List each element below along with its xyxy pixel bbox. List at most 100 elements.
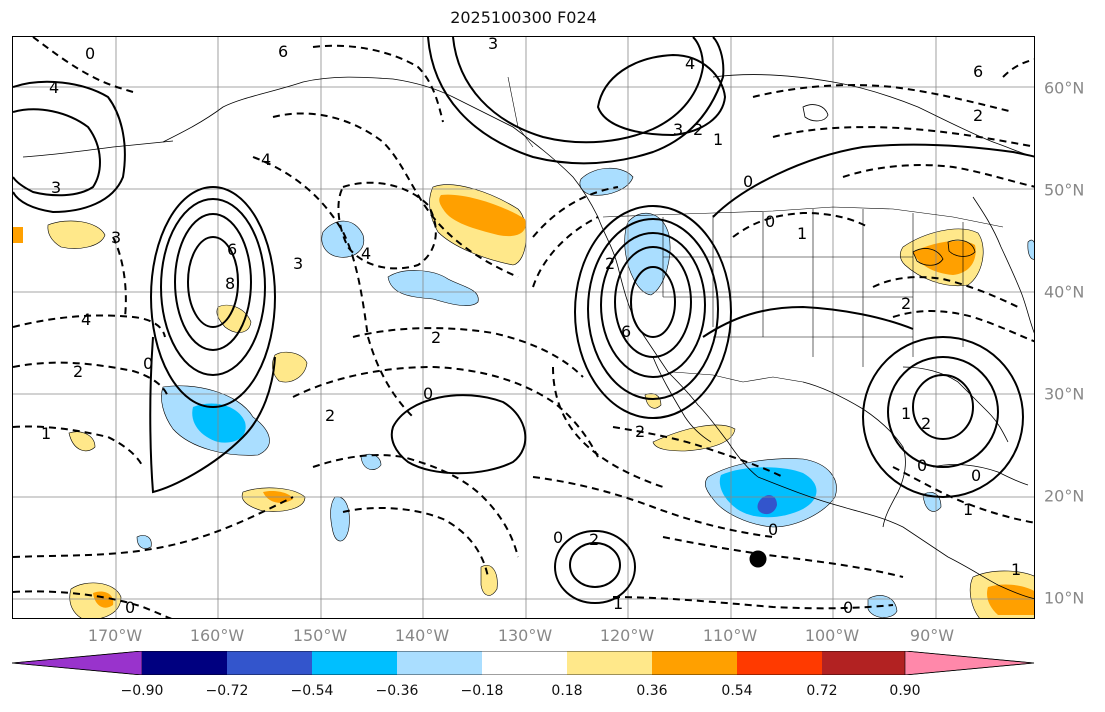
- dcontour-5: [13, 590, 172, 618]
- coast-cuba: [932, 464, 1029, 486]
- contour-label-2-g: 2: [635, 422, 645, 441]
- dcontour-12: [312, 454, 519, 558]
- lon-label-140w: 140°W: [394, 626, 450, 645]
- shade-yellow-small-1: [480, 565, 498, 596]
- shade-blue-nepac-1: [321, 220, 365, 258]
- contour-low-west-4: [587, 218, 719, 400]
- contour-north-3: [596, 53, 727, 137]
- shade-orange-gulf-alaska: [439, 194, 526, 237]
- lon-label-110w: 110°W: [702, 626, 758, 645]
- contour-low-west-1: [630, 266, 676, 338]
- colorbar-segment-6: [567, 651, 652, 675]
- colorbar-tick-label: 0.90: [889, 683, 921, 699]
- contour-label-4-b: 4: [685, 54, 695, 73]
- dcontour-13: [342, 506, 489, 578]
- contour-label-2-b: 2: [973, 106, 983, 125]
- colorbar-tick-label: 0.72: [806, 683, 838, 699]
- colorbar-tick-label: −0.18: [460, 683, 504, 699]
- colorbar-segment-4: [397, 651, 482, 675]
- colorbar-segment-5: [482, 651, 567, 675]
- contour-label-0-k: 0: [971, 466, 981, 485]
- lat-label-30n: 30°N: [1044, 384, 1085, 404]
- contour-label-0-g: 0: [768, 520, 778, 539]
- colorbar-segment-7: [652, 651, 737, 675]
- colorbar-tick-label: −0.54: [290, 683, 334, 699]
- shade-yellow-mex: [652, 424, 736, 452]
- coastlines: [22, 74, 1034, 599]
- contour-label-3-c: 3: [293, 254, 303, 273]
- shade-orange-great-lakes: [913, 241, 976, 275]
- shade-orange-sw-carib: [987, 584, 1034, 615]
- dcontour-30: [112, 236, 127, 318]
- contour-southeast-2: [887, 356, 999, 468]
- border-us-mexico: [672, 371, 804, 383]
- dcontour-28: [1002, 58, 1034, 78]
- border-states-1: [662, 209, 964, 367]
- colorbar-tick-label: −0.36: [375, 683, 419, 699]
- contour-south-2: [554, 530, 636, 604]
- contour-north-1: [427, 37, 725, 165]
- contour-label-0-i: 0: [125, 598, 135, 617]
- contour-label-6-a: 6: [278, 42, 288, 61]
- lon-label-160w: 160°W: [189, 626, 245, 645]
- contour-label-1-c: 1: [901, 404, 911, 423]
- colorbar-tick-label: −0.72: [205, 683, 249, 699]
- contour-southeast-3: [862, 336, 1024, 498]
- dcontour-11: [292, 365, 599, 458]
- shade-blue-small-6: [1027, 239, 1034, 260]
- contour-label-2-f: 2: [605, 254, 615, 273]
- colorbar-segment-10: [904, 651, 1035, 675]
- shade-dark-blue-mex: [757, 495, 777, 515]
- shade-blue-nepac-2: [387, 270, 479, 307]
- dcontour-14: [532, 186, 619, 238]
- dcontour-4: [13, 496, 294, 558]
- solid-contours: [13, 37, 1034, 604]
- contour-label-1-d: 1: [963, 500, 973, 519]
- contour-label-2-i: 2: [921, 414, 931, 433]
- coast-lakes: [912, 239, 976, 266]
- dcontour-26: [892, 310, 1034, 343]
- contour-label-0-b: 0: [743, 172, 753, 191]
- contour-high-central-5: [149, 336, 276, 494]
- contour-label-3-e: 3: [51, 178, 61, 197]
- contour-label-2-d: 2: [431, 328, 441, 347]
- colorbar-tick-label: −0.90: [120, 683, 164, 699]
- contour-label-4-a: 4: [49, 78, 59, 97]
- colorbar-segment-1: [142, 651, 227, 675]
- lon-label-90w: 90°W: [909, 626, 955, 645]
- shade-blue-small-1: [330, 496, 350, 542]
- contour-label-2-j: 2: [901, 294, 911, 313]
- colorbar-segment-0: [12, 651, 143, 675]
- contour-mid-loop: [390, 394, 527, 475]
- coast-canada-north: [712, 74, 1034, 157]
- lat-label-10n: 10°N: [1044, 588, 1085, 608]
- colorbar-segment-9: [822, 651, 905, 675]
- contour-label-1-e: 1: [1011, 560, 1021, 579]
- contour-high-central-3: [160, 198, 266, 376]
- contour-label-1-b: 1: [41, 424, 51, 443]
- colorbar: [12, 651, 1035, 675]
- contour-label-3-a: 3: [488, 37, 498, 53]
- shaded-anomaly-regions: [13, 167, 1034, 618]
- lon-label-150w: 150°W: [292, 626, 348, 645]
- dcontour-20: [662, 536, 904, 578]
- coast-gulf: [802, 381, 906, 528]
- contour-southeast-1: [912, 374, 974, 440]
- dcontour-22: [772, 126, 1034, 148]
- contour-label-6-c: 6: [227, 240, 237, 259]
- contour-nw-2: [13, 108, 101, 197]
- contour-label-0-h: 0: [843, 598, 853, 617]
- contour-label-2-h: 2: [589, 530, 599, 549]
- dcontour-7: [272, 112, 519, 278]
- contour-label-1-g: 1: [613, 594, 623, 613]
- lat-label-20n: 20°N: [1044, 486, 1085, 506]
- contour-label-0-c: 0: [143, 354, 153, 373]
- dashed-contours: [13, 37, 1034, 618]
- contour-label-3-b: 3: [673, 120, 683, 139]
- contour-label-2-c: 2: [73, 362, 83, 381]
- dcontour-18: [532, 476, 774, 538]
- shade-yellow-south-1: [69, 582, 122, 618]
- map-canvas: 0 4 6 3 4 3 2 1 0 6 2 4 4 8 6 3 4 2 0 1 …: [13, 37, 1034, 618]
- contour-label-6-b: 6: [973, 62, 983, 81]
- dcontour-29: [32, 37, 134, 93]
